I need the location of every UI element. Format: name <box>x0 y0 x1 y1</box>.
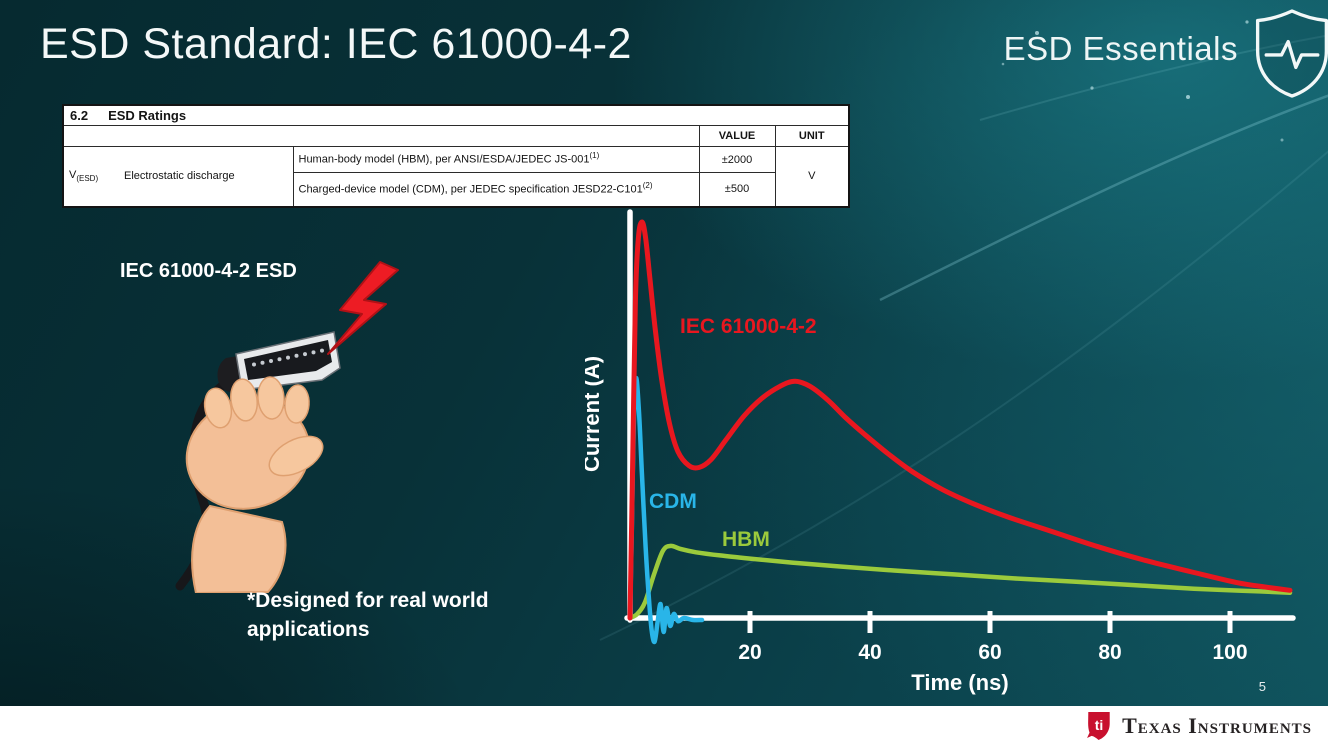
symbol-subscript: (ESD) <box>76 174 99 184</box>
hbm-description-cell: Human-body model (HBM), per ANSI/ESDA/JE… <box>292 146 700 173</box>
cdm-description: Charged-device model (CDM), per JEDEC sp… <box>298 183 643 196</box>
table-header-blank <box>62 125 700 147</box>
thumb <box>268 435 324 477</box>
series-brand-label: ESD Essentials <box>1003 30 1238 67</box>
x-tick-label-40: 40 <box>858 641 881 664</box>
background-streak <box>599 150 1328 641</box>
parameter-cell: Electrostatic discharge <box>119 146 294 207</box>
hand-cable-illustration <box>175 261 399 593</box>
page-number: 5 <box>1258 679 1266 694</box>
x-axis-label: Time (ns) <box>911 670 1008 695</box>
finger <box>257 376 285 420</box>
x-tick-label-80: 80 <box>1098 641 1121 664</box>
esd-waveform-chart: 20 40 60 80 100 Time (ns) Current (A) IEC 61… <box>585 209 1296 695</box>
curve-label-hbm: HBM <box>722 528 770 551</box>
ti-bug-icon: ti <box>1087 712 1110 740</box>
svg-text:ti: ti <box>1095 717 1104 733</box>
y-axis-label: Current (A) <box>585 356 604 472</box>
designed-note: *Designed for real world applications <box>247 586 489 644</box>
forearm <box>191 504 287 593</box>
background-streak <box>879 94 1328 302</box>
symbol-cell: V(ESD) <box>62 146 119 207</box>
curve-iec-61000-4-2 <box>627 219 1293 621</box>
hbm-description: Human-body model (HBM), per ANSI/ESDA/JE… <box>298 153 590 166</box>
cdm-footnote-sup: (2) <box>642 181 653 191</box>
hdmi-connector-icon <box>217 331 341 393</box>
symbol-base: V <box>69 169 77 182</box>
ti-brand-text: Texas Instruments <box>1122 713 1312 738</box>
hbm-footnote-sup: (1) <box>589 151 600 161</box>
x-tick-label-20: 20 <box>738 641 761 664</box>
curve-label-iec-61000-4-2: IEC 61000-4-2 <box>680 315 817 338</box>
background-star <box>1186 95 1190 99</box>
table-section-heading: 6.2 ESD Ratings <box>62 104 850 126</box>
illustration-label: IEC 61000-4-2 ESD <box>120 260 297 282</box>
esd-ratings-table: 6.2 ESD Ratings VALUE UNIT V(ESD) Electro… <box>62 104 851 208</box>
chart-curves <box>627 219 1293 645</box>
page-title: ESD Standard: IEC 61000-4-2 <box>40 20 632 68</box>
background-star <box>1090 86 1094 90</box>
hbm-value-cell: ±2000 <box>698 146 776 173</box>
x-tick-label-100: 100 <box>1212 641 1247 664</box>
lightning-bolt-icon <box>327 261 399 355</box>
footer-bar: ti Texas Instruments <box>0 706 1328 746</box>
background-star <box>1001 62 1005 66</box>
x-axis-ticks: 20 40 60 80 100 <box>738 611 1248 664</box>
cdm-value-cell: ±500 <box>698 172 776 207</box>
table-header-unit: UNIT <box>774 125 850 147</box>
background-star <box>1280 138 1284 142</box>
background-star <box>1245 20 1249 24</box>
curve-hbm <box>627 543 1293 621</box>
x-tick-label-60: 60 <box>978 641 1001 664</box>
ti-logo: ti Texas Instruments <box>1085 710 1312 742</box>
table-header-value: VALUE <box>698 125 776 147</box>
shield-pulse-icon <box>1255 9 1328 98</box>
curve-label-cdm: CDM <box>649 490 697 513</box>
section-title: ESD Ratings <box>108 108 187 123</box>
finger <box>230 378 258 422</box>
finger <box>284 384 310 424</box>
finger <box>203 387 233 429</box>
note-line-1: *Designed for real world <box>247 589 489 612</box>
background-star <box>1035 31 1039 35</box>
section-number: 6.2 <box>70 108 89 123</box>
unit-cell: V <box>774 146 850 207</box>
note-line-2: applications <box>247 618 370 641</box>
